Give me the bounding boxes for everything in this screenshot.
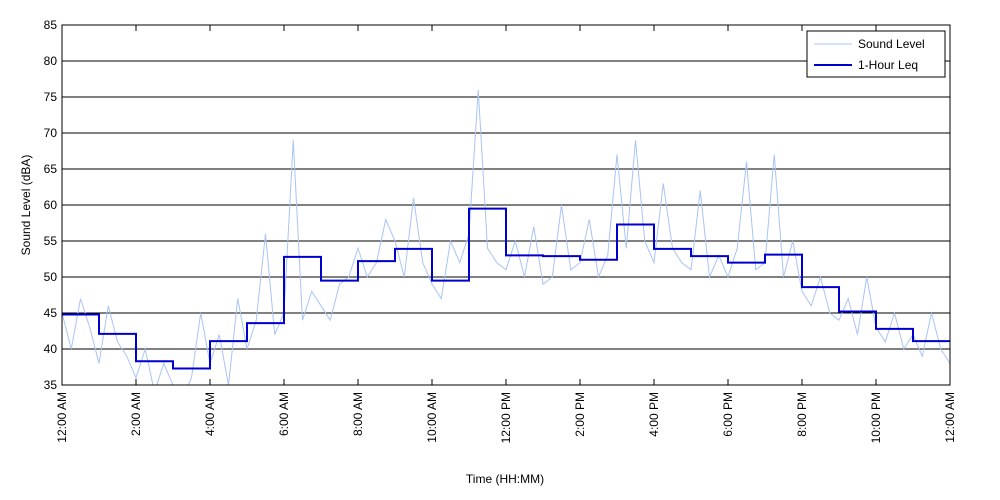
y-tick-label: 45 [44,306,58,320]
x-tick-label: 6:00 PM [721,392,735,437]
x-tick-label: 8:00 PM [795,392,809,437]
y-tick-label: 80 [44,54,58,68]
y-tick-label: 65 [44,162,58,176]
legend-label: Sound Level [858,37,925,51]
x-tick-label: 4:00 AM [203,392,217,436]
axes-box [61,24,951,386]
x-tick-label: 10:00 AM [425,392,439,443]
x-tick-label: 2:00 PM [573,392,587,437]
x-tick-label: 4:00 PM [647,392,661,437]
x-tick-label: 12:00 AM [55,392,69,443]
x-tick-label: 12:00 AM [943,392,957,443]
y-tick-label: 70 [44,126,58,140]
y-tick-label: 50 [44,270,58,284]
y-tick-label: 60 [44,198,58,212]
legend: Sound Level 1-Hour Leq [806,30,946,78]
y-tick-label: 40 [44,342,58,356]
series-group [62,89,950,385]
y-tick-label: 75 [44,90,58,104]
legend-label: 1-Hour Leq [858,58,918,72]
x-tick-label: 2:00 AM [129,392,143,436]
y-tick-label: 35 [44,378,58,392]
x-tick-label: 8:00 AM [351,392,365,436]
legend-box [806,30,946,78]
y-tick-label: 85 [44,18,58,32]
series-line [62,207,950,370]
x-axis-label: Time (HH:MM) [466,472,544,486]
x-tick-label: 10:00 PM [869,392,883,443]
x-tick-label: 12:00 PM [499,392,513,443]
y-axis-label: Sound Level (dBA) [19,155,33,256]
y-tick-label: 55 [44,234,58,248]
x-tick-label: 6:00 AM [277,392,291,436]
